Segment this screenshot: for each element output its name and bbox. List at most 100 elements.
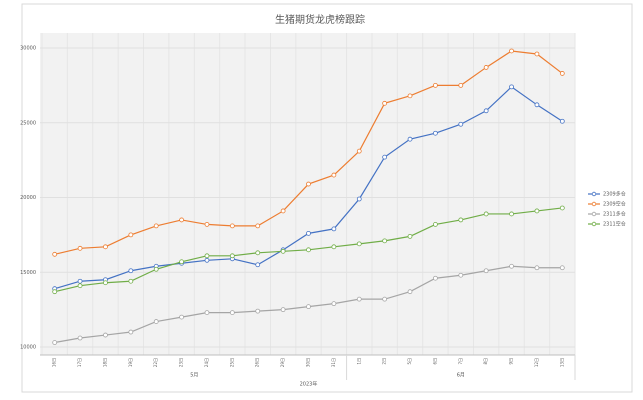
x-tick: 12日 <box>534 358 539 367</box>
point <box>331 301 337 307</box>
point <box>77 283 83 289</box>
point <box>356 196 362 202</box>
x-tick: 16日 <box>52 358 57 367</box>
x-tick: 8日 <box>483 358 488 365</box>
point <box>128 232 134 238</box>
point <box>458 121 464 127</box>
point <box>306 247 311 253</box>
point <box>153 319 159 324</box>
point <box>255 250 261 256</box>
point <box>407 93 413 99</box>
point <box>103 280 108 286</box>
point <box>534 51 540 57</box>
point <box>255 262 261 268</box>
x-tick-label: 2日 <box>382 358 387 365</box>
point <box>255 308 261 314</box>
point <box>407 136 413 142</box>
point <box>331 226 337 232</box>
legend-label: 2309空仓 <box>603 201 626 208</box>
y-tick-label: 15000 <box>20 270 36 276</box>
x-tick-label: 9日 <box>509 358 514 365</box>
point <box>433 275 438 281</box>
point <box>204 253 210 259</box>
point <box>458 217 464 223</box>
y-tick-label: 25000 <box>20 120 36 126</box>
point <box>103 332 108 338</box>
point <box>407 289 413 295</box>
point <box>483 211 489 217</box>
point <box>559 205 565 211</box>
x-tick-label: 8日 <box>483 358 488 365</box>
x-tick-label: 30日 <box>306 358 311 367</box>
point <box>331 172 337 178</box>
legend-marker <box>591 191 597 197</box>
x-tick: 24日 <box>204 358 209 367</box>
point <box>204 310 210 316</box>
x-tick-label: 26日 <box>255 358 260 367</box>
point <box>559 265 565 271</box>
point <box>483 108 489 114</box>
point <box>534 208 540 214</box>
point <box>559 71 565 76</box>
legend-marker <box>591 201 597 207</box>
x-group-label: 5月 <box>190 373 198 379</box>
y-tick-label: 20000 <box>20 195 36 201</box>
x-tick: 30日 <box>306 358 311 367</box>
legend-label: 2311空仓 <box>603 221 626 228</box>
point <box>382 296 388 302</box>
point <box>534 265 540 271</box>
point <box>229 223 235 229</box>
point <box>509 211 514 217</box>
point <box>255 223 261 229</box>
x-tick: 25日 <box>229 358 234 367</box>
point <box>356 296 362 302</box>
x-super-label: 2023年 <box>300 381 318 388</box>
x-tick-label: 22日 <box>153 358 158 367</box>
x-tick-label: 29日 <box>280 358 285 367</box>
legend-marker <box>591 211 597 217</box>
point <box>204 257 210 263</box>
point <box>52 251 58 257</box>
legend-marker <box>591 221 597 227</box>
point <box>204 222 210 227</box>
x-tick: 31日 <box>331 358 336 367</box>
point <box>103 244 108 250</box>
point <box>229 310 235 316</box>
point <box>153 266 159 272</box>
point <box>179 314 184 320</box>
x-tick-label: 23日 <box>179 358 184 367</box>
point <box>280 248 286 254</box>
point <box>128 329 134 335</box>
plot-area <box>40 33 575 355</box>
point <box>559 118 565 124</box>
point <box>77 245 83 251</box>
point <box>382 100 388 106</box>
point <box>483 268 489 274</box>
x-tick: 6日 <box>432 358 437 365</box>
chart-title: 生猪期货龙虎榜跟踪 <box>275 13 365 26</box>
point <box>509 263 514 269</box>
point <box>433 82 438 88</box>
point <box>306 230 311 236</box>
point <box>229 253 235 259</box>
y-tick-label: 30000 <box>20 46 36 52</box>
x-tick: 22日 <box>153 358 158 367</box>
point <box>509 84 514 90</box>
y-tick-label: 10000 <box>20 345 36 351</box>
point <box>458 82 464 88</box>
x-tick: 9日 <box>509 358 514 365</box>
point <box>331 244 337 250</box>
point <box>52 289 58 295</box>
legend-label: 2311多仓 <box>603 211 626 218</box>
point <box>280 307 286 313</box>
x-tick: 23日 <box>179 358 184 367</box>
x-tick: 1日 <box>356 358 361 365</box>
x-tick: 13日 <box>559 358 564 367</box>
point <box>382 238 388 244</box>
x-tick-label: 12日 <box>534 358 539 367</box>
point <box>306 304 311 310</box>
x-tick-label: 17日 <box>77 358 82 367</box>
point <box>483 65 489 70</box>
point <box>356 241 362 247</box>
